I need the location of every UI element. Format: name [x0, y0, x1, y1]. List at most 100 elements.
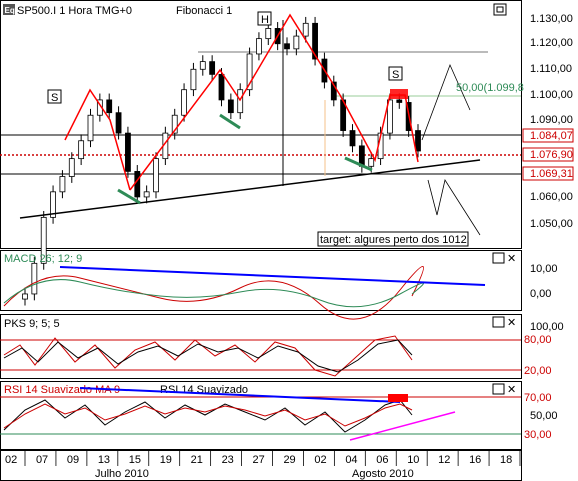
candle-body	[265, 28, 272, 40]
candle-body	[330, 81, 337, 101]
level-1076: 1.076,90	[530, 149, 573, 161]
x-tick-label: 15	[129, 454, 141, 466]
candle-body	[209, 61, 216, 75]
x-tick-label: 21	[191, 454, 203, 466]
macd-line	[3, 266, 425, 320]
teal-mark-3	[344, 156, 373, 172]
x-tick-label: 23	[222, 454, 234, 466]
candle-body	[387, 99, 393, 134]
rsi-tick-30: 30,00	[524, 429, 552, 441]
macd-tick-10: 10,00	[530, 263, 558, 275]
y-tick-1050: 1.050,00	[530, 218, 573, 230]
pks-maximize-button[interactable]	[492, 316, 505, 328]
price-panel	[0, 0, 522, 249]
month-label-agosto: Agosto 2010	[352, 468, 414, 480]
candle-body	[40, 216, 47, 264]
fib-label: 50,00(1.099,8	[456, 82, 524, 94]
window-icon[interactable]	[3, 4, 15, 15]
x-tick-label: 02	[314, 454, 326, 466]
level-1084: 1.084,07	[530, 130, 573, 142]
candle-body	[237, 89, 244, 114]
svg-text:Eq: Eq	[5, 6, 15, 15]
candle-body	[302, 22, 309, 37]
candle-body	[68, 158, 75, 177]
candle-body	[293, 35, 300, 50]
support-trendline	[19, 159, 481, 219]
candle-body	[218, 73, 225, 101]
rsi-close-icon[interactable]: ✕	[507, 384, 516, 396]
candle-body	[199, 61, 206, 70]
candle-body	[50, 191, 56, 218]
x-tick-label: 02	[5, 454, 17, 466]
macd-title: MACD 26; 12; 9	[4, 253, 82, 265]
candle-body	[256, 38, 262, 55]
rsi-maximize-button[interactable]	[492, 383, 505, 395]
candle-body	[134, 171, 141, 198]
right-shoulder-box	[390, 89, 408, 99]
pattern-label-right-shoulder: S	[392, 69, 399, 81]
candle-body	[87, 114, 94, 142]
candle-body	[31, 262, 38, 295]
candle-body	[368, 158, 375, 167]
candle-body	[125, 132, 131, 172]
pks-panel	[0, 314, 522, 379]
candle-body	[190, 68, 197, 91]
x-tick-label: 12	[438, 454, 450, 466]
rsi-tick-70: 70,00	[524, 392, 552, 404]
candle-body	[181, 89, 187, 116]
candle-body	[78, 140, 85, 160]
month-label-julho: Julho 2010	[95, 468, 149, 480]
indicator-label: Fibonacci 1	[176, 5, 232, 17]
head-line	[129, 13, 341, 191]
candle-body	[115, 112, 122, 134]
candle-body	[415, 130, 421, 152]
y-tick-1110: 1.110,00	[530, 63, 572, 75]
pks-signal-line	[3, 339, 413, 373]
candle-body	[312, 22, 318, 60]
rsi-panel	[0, 381, 522, 450]
candle-body	[246, 53, 253, 91]
chart-title: SP500.I 1 Hora TMG+0	[17, 5, 132, 17]
projection-up	[421, 63, 471, 141]
pks-title: PKS 9; 5; 5	[4, 318, 60, 330]
pattern-label-left-shoulder: S	[51, 92, 58, 104]
pks-tick-80: 80,00	[524, 334, 552, 346]
rsi-support-line	[349, 411, 456, 441]
pks-tick-20: 20,00	[524, 365, 552, 377]
x-tick-label: 29	[283, 454, 295, 466]
candle-body	[171, 114, 178, 134]
candle-body	[106, 99, 113, 114]
x-tick-label: 07	[36, 454, 48, 466]
rsi-ma-line	[3, 403, 413, 429]
macd-tick-0: 0,00	[530, 288, 551, 300]
maximize-button[interactable]	[493, 3, 507, 16]
x-tick-label: 09	[67, 454, 79, 466]
target-note: target: algures perto dos 1012	[320, 234, 467, 246]
candle-body	[284, 43, 290, 50]
x-tick-label: 10	[407, 454, 419, 466]
candle-body	[143, 191, 150, 198]
x-tick-label: 16	[469, 454, 481, 466]
x-tick-label: 18	[500, 454, 512, 466]
y-tick-1120: 1.120,00	[530, 37, 573, 49]
candle-body	[153, 158, 159, 193]
x-tick-label: 13	[98, 454, 110, 466]
pks-line	[3, 335, 413, 377]
pks-tick-100: 100,00	[530, 321, 564, 333]
teal-mark-2	[219, 113, 241, 130]
pks-close-icon[interactable]: ✕	[507, 317, 516, 329]
candle-body	[22, 293, 28, 300]
macd-maximize-button[interactable]	[492, 252, 505, 264]
rsi-title: RSI 14 Suavizado MA 9	[4, 384, 120, 396]
candle-body	[396, 99, 403, 103]
left-shoulder-line	[64, 88, 131, 191]
macd-close-icon[interactable]: ✕	[507, 253, 516, 265]
teal-mark-1	[117, 188, 141, 205]
candle-body	[227, 99, 234, 114]
level-1069: 1.069,31	[530, 168, 573, 180]
candle-body	[59, 176, 66, 193]
rsi-tick-50: 50,00	[530, 410, 558, 422]
macd-panel	[0, 250, 522, 311]
candle-body	[349, 130, 356, 147]
